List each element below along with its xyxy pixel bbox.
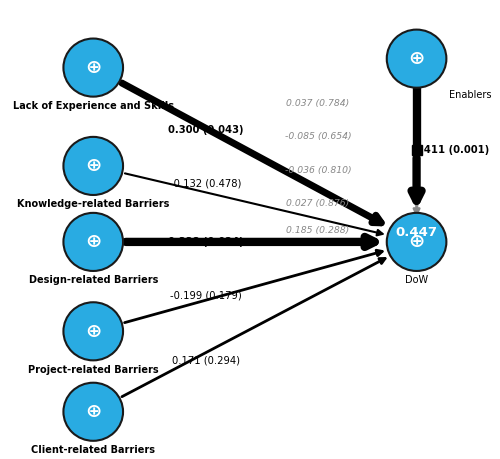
Text: ⊕: ⊕ [85,322,102,341]
Text: ⊕: ⊕ [85,58,102,77]
Text: Lack of Experience and Skills: Lack of Experience and Skills [12,101,173,111]
Circle shape [64,302,123,360]
Text: -0.199 (0.179): -0.199 (0.179) [170,291,242,301]
Text: 0.027 (0.876): 0.027 (0.876) [286,199,350,208]
Text: -0.132 (0.478): -0.132 (0.478) [170,179,242,189]
Text: ⊕: ⊕ [85,402,102,421]
Text: 0.300 (0.043): 0.300 (0.043) [168,125,244,135]
Text: 0.037 (0.784): 0.037 (0.784) [286,99,350,108]
Circle shape [64,383,123,441]
Text: ⊕: ⊕ [85,232,102,252]
Circle shape [64,39,123,97]
Circle shape [64,213,123,271]
Text: Project-related Barriers: Project-related Barriers [28,365,158,375]
Circle shape [387,213,446,271]
Text: 0.171 (0.294): 0.171 (0.294) [172,355,239,365]
Text: ⊕: ⊕ [408,49,425,68]
Text: DoW: DoW [405,275,428,285]
Bar [412,146,422,155]
Text: Knowledge-related Barriers: Knowledge-related Barriers [17,200,170,209]
Text: ⊕: ⊕ [408,232,425,252]
Text: 0.411 (0.001): 0.411 (0.001) [413,146,489,155]
Circle shape [64,137,123,195]
Text: Enablers: Enablers [448,90,491,100]
Text: Client-related Barriers: Client-related Barriers [31,445,155,455]
Text: 0.447: 0.447 [396,225,438,239]
Text: Design-related Barriers: Design-related Barriers [28,275,158,285]
Text: 0.185 (0.288): 0.185 (0.288) [286,226,350,235]
Text: 0.338 (0.024): 0.338 (0.024) [168,237,244,247]
Text: -0.085 (0.654): -0.085 (0.654) [284,132,352,141]
Circle shape [387,29,446,88]
Text: -0.036 (0.810): -0.036 (0.810) [284,166,352,175]
Text: ⊕: ⊕ [85,157,102,175]
